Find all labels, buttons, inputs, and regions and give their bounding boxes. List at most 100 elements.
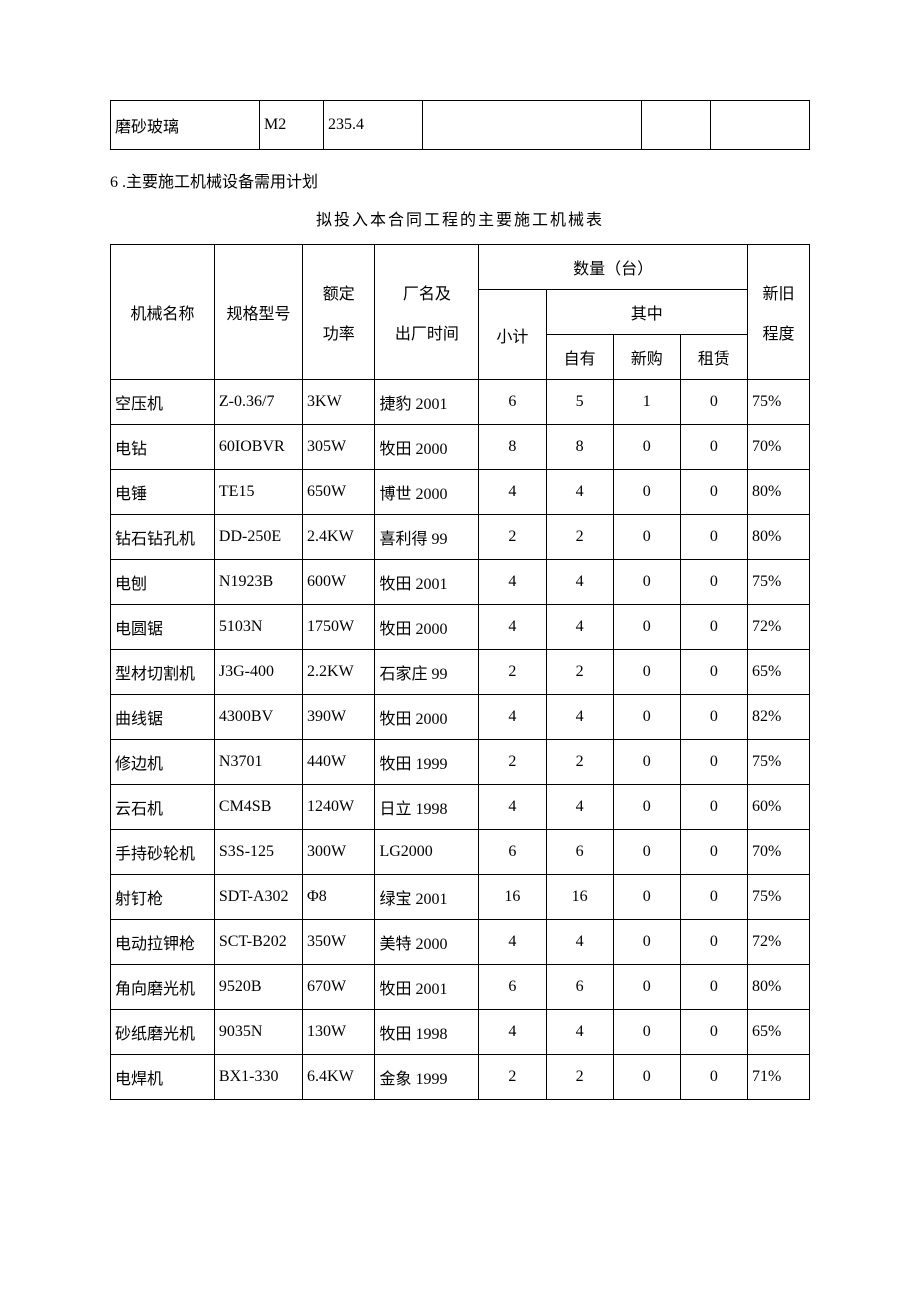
col-quantity: 数量（台） bbox=[479, 245, 748, 290]
cell-subtotal: 4 bbox=[479, 1010, 546, 1055]
col-model: 规格型号 bbox=[214, 245, 302, 380]
cell-condition: 60% bbox=[747, 785, 809, 830]
cell-subtotal: 4 bbox=[479, 695, 546, 740]
table-caption: 拟投入本合同工程的主要施工机械表 bbox=[110, 206, 810, 230]
cell-condition: 70% bbox=[747, 425, 809, 470]
machinery-table: 机械名称 规格型号 额定 功率 厂名及 出厂时间 数量（台） 新旧 程度 小计 … bbox=[110, 244, 810, 1100]
cell-model: N1923B bbox=[214, 560, 302, 605]
table-row: 电刨N1923B600W牧田 2001440075% bbox=[111, 560, 810, 605]
cell-factory: 美特 2000 bbox=[375, 920, 479, 965]
col-of-which: 其中 bbox=[546, 290, 747, 335]
cell-leased: 0 bbox=[680, 470, 747, 515]
cell-new: 0 bbox=[613, 425, 680, 470]
cell-model: 9520B bbox=[214, 965, 302, 1010]
cell-new: 0 bbox=[613, 650, 680, 695]
cell-factory: 博世 2000 bbox=[375, 470, 479, 515]
cell-subtotal: 2 bbox=[479, 1055, 546, 1100]
cell-model: SCT-B202 bbox=[214, 920, 302, 965]
cell-leased: 0 bbox=[680, 965, 747, 1010]
cell-condition: 80% bbox=[747, 470, 809, 515]
cell-condition: 65% bbox=[747, 1010, 809, 1055]
col-rated-power: 额定 功率 bbox=[303, 245, 375, 380]
table-row: 角向磨光机9520B670W牧田 2001660080% bbox=[111, 965, 810, 1010]
cell-new: 0 bbox=[613, 605, 680, 650]
cell-empty bbox=[423, 101, 642, 150]
cell-factory: 捷豹 2001 bbox=[375, 380, 479, 425]
cell-condition: 75% bbox=[747, 380, 809, 425]
cell-model: CM4SB bbox=[214, 785, 302, 830]
col-factory-line2: 出厂时间 bbox=[379, 320, 474, 344]
cell-power: 300W bbox=[303, 830, 375, 875]
cell-subtotal: 8 bbox=[479, 425, 546, 470]
cell-leased: 0 bbox=[680, 1055, 747, 1100]
cell-condition: 72% bbox=[747, 605, 809, 650]
cell-leased: 0 bbox=[680, 515, 747, 560]
cell-owned: 8 bbox=[546, 425, 613, 470]
cell-power: 350W bbox=[303, 920, 375, 965]
table-row: 磨砂玻璃 M2 235.4 bbox=[111, 101, 810, 150]
cell-new: 0 bbox=[613, 965, 680, 1010]
cell-name: 电锤 bbox=[111, 470, 215, 515]
cell-leased: 0 bbox=[680, 920, 747, 965]
cell-model: J3G-400 bbox=[214, 650, 302, 695]
cell-power: 305W bbox=[303, 425, 375, 470]
cell-condition: 70% bbox=[747, 830, 809, 875]
col-owned: 自有 bbox=[546, 335, 613, 380]
cell-owned: 2 bbox=[546, 740, 613, 785]
cell-subtotal: 4 bbox=[479, 920, 546, 965]
col-rated-power-line2: 功率 bbox=[307, 320, 370, 344]
cell-condition: 71% bbox=[747, 1055, 809, 1100]
cell-power: 2.4KW bbox=[303, 515, 375, 560]
cell-leased: 0 bbox=[680, 695, 747, 740]
table-row: 手持砂轮机S3S-125300WLG2000660070% bbox=[111, 830, 810, 875]
col-condition-line1: 新旧 bbox=[752, 280, 805, 304]
section-heading: 6 .主要施工机械设备需用计划 bbox=[110, 168, 810, 192]
cell-leased: 0 bbox=[680, 740, 747, 785]
cell-factory: 牧田 2000 bbox=[375, 695, 479, 740]
cell-new: 0 bbox=[613, 740, 680, 785]
cell-new: 0 bbox=[613, 695, 680, 740]
cell-condition: 82% bbox=[747, 695, 809, 740]
cell-owned: 4 bbox=[546, 470, 613, 515]
cell-factory: 牧田 1998 bbox=[375, 1010, 479, 1055]
table-row: 电锤TE15650W博世 2000440080% bbox=[111, 470, 810, 515]
cell-name: 电焊机 bbox=[111, 1055, 215, 1100]
cell-name: 射钉枪 bbox=[111, 875, 215, 920]
col-newly-bought: 新购 bbox=[613, 335, 680, 380]
cell-name: 空压机 bbox=[111, 380, 215, 425]
cell-owned: 6 bbox=[546, 830, 613, 875]
cell-owned: 6 bbox=[546, 965, 613, 1010]
table-row: 修边机N3701440W牧田 1999220075% bbox=[111, 740, 810, 785]
cell-owned: 2 bbox=[546, 515, 613, 560]
cell-new: 0 bbox=[613, 560, 680, 605]
cell-unit: M2 bbox=[260, 101, 324, 150]
cell-new: 1 bbox=[613, 380, 680, 425]
cell-owned: 4 bbox=[546, 785, 613, 830]
cell-name: 砂纸磨光机 bbox=[111, 1010, 215, 1055]
cell-subtotal: 4 bbox=[479, 560, 546, 605]
cell-subtotal: 4 bbox=[479, 605, 546, 650]
cell-subtotal: 4 bbox=[479, 785, 546, 830]
cell-new: 0 bbox=[613, 1010, 680, 1055]
cell-new: 0 bbox=[613, 785, 680, 830]
cell-owned: 5 bbox=[546, 380, 613, 425]
cell-name: 型材切割机 bbox=[111, 650, 215, 695]
cell-model: DD-250E bbox=[214, 515, 302, 560]
cell-name: 电钻 bbox=[111, 425, 215, 470]
table-row: 电动拉钾枪SCT-B202350W美特 2000440072% bbox=[111, 920, 810, 965]
cell-power: 670W bbox=[303, 965, 375, 1010]
col-rated-power-line1: 额定 bbox=[307, 280, 370, 304]
cell-name: 电圆锯 bbox=[111, 605, 215, 650]
cell-leased: 0 bbox=[680, 875, 747, 920]
cell-factory: 金象 1999 bbox=[375, 1055, 479, 1100]
cell-name: 电刨 bbox=[111, 560, 215, 605]
cell-name: 电动拉钾枪 bbox=[111, 920, 215, 965]
cell-factory: 日立 1998 bbox=[375, 785, 479, 830]
cell-owned: 4 bbox=[546, 695, 613, 740]
cell-factory: 牧田 2001 bbox=[375, 560, 479, 605]
cell-subtotal: 6 bbox=[479, 965, 546, 1010]
col-factory-date: 厂名及 出厂时间 bbox=[375, 245, 479, 380]
cell-model: TE15 bbox=[214, 470, 302, 515]
table-row: 型材切割机J3G-4002.2KW石家庄 99220065% bbox=[111, 650, 810, 695]
cell-subtotal: 2 bbox=[479, 740, 546, 785]
